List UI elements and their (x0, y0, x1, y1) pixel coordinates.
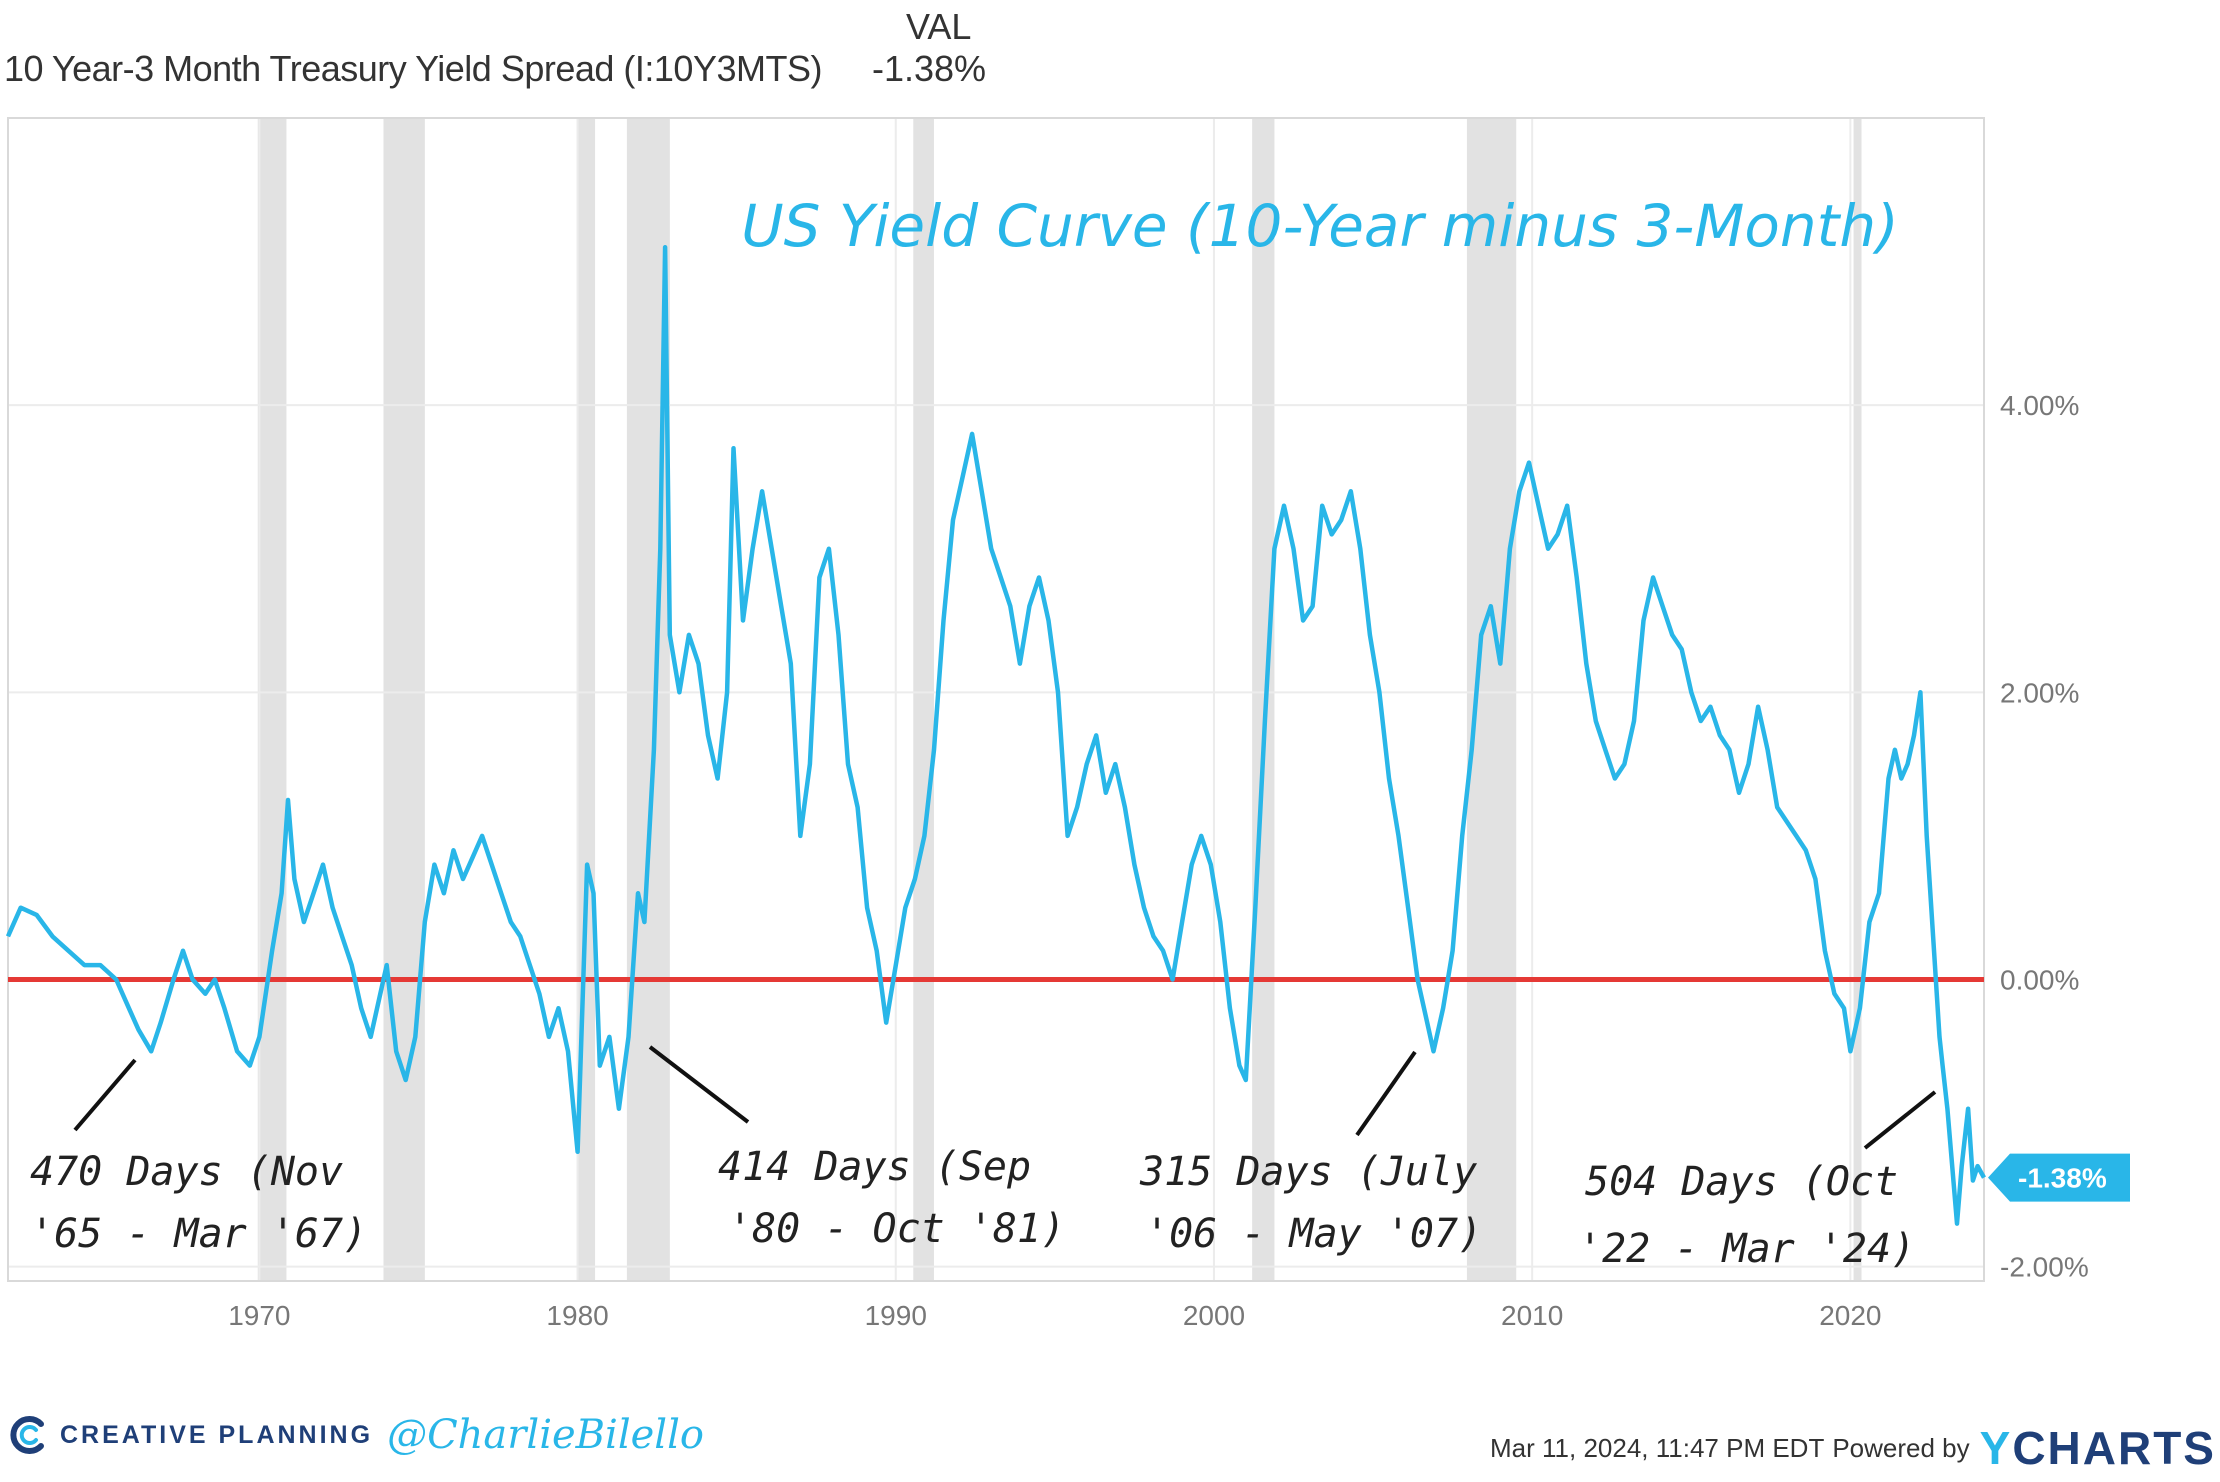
recession-band-1 (257, 118, 287, 1281)
annotation-4-line2: '22 - Mar '24) (1578, 1226, 1915, 1272)
series-line-10y3m-spread[interactable] (5, 244, 1986, 1226)
annotation-3: 315 Days (July '06 - May '07) (1139, 1050, 1482, 1257)
yield-curve-chart[interactable]: 4.00% 2.00% 0.00% -2.00% 1970 1980 1990 2000 20… (0, 0, 2220, 1400)
annotation-1-line2: '65 - Mar '67) (30, 1211, 367, 1257)
x-axis-ticks: 1970 1980 1990 2000 2010 2020 (228, 1300, 1881, 1331)
annotation-4-line1: 504 Days (Oct (1585, 1159, 1898, 1205)
annotation-3-pointer (1355, 1050, 1417, 1137)
annotation-1: 470 Days (Nov '65 - Mar '67) (30, 1058, 367, 1257)
last-value-badge: -1.38% (1988, 1153, 2130, 1202)
ycharts-logo-rest: CHARTS (2012, 1422, 2216, 1474)
y-tick-label-3: 0.00% (2000, 964, 2079, 995)
legend-column-header: VAL (906, 6, 972, 47)
footer-source: Mar 11, 2024, 11:47 PM EDT Powered by YC… (1490, 1418, 2216, 1478)
y-tick-label-4: -2.00% (2000, 1252, 2089, 1283)
annotation-4-pointer (1863, 1090, 1937, 1150)
recession-band-5 (913, 118, 934, 1281)
chart-title: US Yield Curve (10-Year minus 3-Month) (741, 192, 1899, 260)
annotation-2-line2: '80 - Oct '81) (728, 1206, 1065, 1252)
creative-planning-brand: CREATIVE PLANNING (60, 1420, 374, 1449)
footer-branding: CREATIVE PLANNING @CharlieBilello (8, 1405, 704, 1465)
annotation-1-line1: 470 Days (Nov (30, 1149, 343, 1195)
recession-band-8 (1853, 118, 1862, 1281)
y-axis-ticks: 4.00% 2.00% 0.00% -2.00% (2000, 390, 2089, 1282)
x-tick-label-6: 2020 (1819, 1300, 1881, 1331)
ycharts-logo-y: Y (1979, 1422, 2013, 1474)
x-tick-label-4: 2000 (1183, 1300, 1245, 1331)
last-value-badge-shape (1988, 1153, 2130, 1202)
ycharts-logo[interactable]: YCHARTS (1980, 1421, 2216, 1475)
x-tick-label-1: 1970 (228, 1300, 290, 1331)
x-tick-label-5: 2010 (1501, 1300, 1563, 1331)
annotation-3-line1: 315 Days (July (1139, 1149, 1477, 1195)
annotation-2: 414 Days (Sep '80 - Oct '81) (648, 1045, 1065, 1252)
y-tick-label-1: 4.00% (2000, 390, 2079, 421)
annotation-2-line1: 414 Days (Sep (718, 1144, 1031, 1190)
recession-band-6 (1252, 118, 1275, 1281)
y-tick-label-2: 2.00% (2000, 677, 2079, 708)
annotation-2-pointer (648, 1045, 750, 1124)
recession-bands (257, 118, 1862, 1281)
recession-band-2 (383, 118, 425, 1281)
plot-frame (7, 117, 1985, 1282)
annotation-3-line2: '06 - May '07) (1145, 1211, 1482, 1257)
legend-series-value: -1.38% (872, 48, 987, 89)
annotation-1-pointer (73, 1058, 137, 1132)
author-handle[interactable]: @CharlieBilello (387, 1412, 704, 1458)
x-tick-label-2: 1980 (546, 1300, 608, 1331)
gridlines (8, 118, 1984, 1281)
last-value-badge-text: -1.38% (2018, 1163, 2107, 1194)
x-tick-label-3: 1990 (865, 1300, 927, 1331)
footer-powered-by: Powered by (1832, 1432, 1970, 1463)
chart-legend: VAL 10 Year-3 Month Treasury Yield Sprea… (0, 0, 1100, 110)
legend-series-label[interactable]: 10 Year-3 Month Treasury Yield Spread (I… (4, 48, 822, 89)
creative-planning-logo-icon (8, 1415, 48, 1455)
footer-timestamp: Mar 11, 2024, 11:47 PM EDT (1490, 1432, 1825, 1463)
annotation-4: 504 Days (Oct '22 - Mar '24) (1578, 1090, 1937, 1272)
